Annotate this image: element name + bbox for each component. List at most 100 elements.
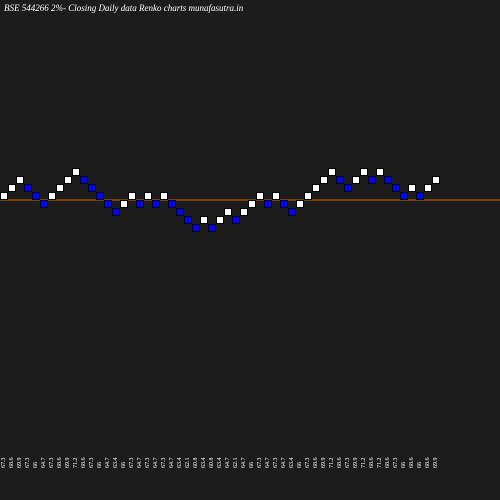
value-label: 64.7 <box>225 458 231 469</box>
value-label: 67.3 <box>345 458 351 469</box>
value-label: 63.4 <box>201 458 207 469</box>
value-label: 63.4 <box>217 458 223 469</box>
value-label: 66 <box>417 462 423 468</box>
down-brick <box>344 184 352 192</box>
value-label: 69.9 <box>353 458 359 469</box>
value-label: 66 <box>121 462 127 468</box>
down-brick <box>392 184 400 192</box>
up-brick <box>408 184 416 192</box>
down-brick <box>400 192 408 200</box>
value-label: 64.7 <box>137 458 143 469</box>
value-label: 60.8 <box>209 458 215 469</box>
up-brick <box>304 192 312 200</box>
up-brick <box>16 176 24 184</box>
up-brick <box>296 200 304 208</box>
value-label: 64.7 <box>169 458 175 469</box>
value-label: 62.1 <box>185 458 191 469</box>
value-label: 69.9 <box>321 458 327 469</box>
down-brick <box>104 200 112 208</box>
down-brick <box>336 176 344 184</box>
value-label: 67.3 <box>25 458 31 469</box>
value-label: 66 <box>33 462 39 468</box>
value-label: 67.3 <box>49 458 55 469</box>
value-label: 66 <box>297 462 303 468</box>
value-label: 64.7 <box>41 458 47 469</box>
down-brick <box>136 200 144 208</box>
down-brick <box>168 200 176 208</box>
value-label: 64.7 <box>241 458 247 469</box>
chart-title: BSE 544266 2%- Closing Daily data Renko … <box>4 3 244 13</box>
up-brick <box>328 168 336 176</box>
value-label: 62.1 <box>233 458 239 469</box>
down-brick <box>24 184 32 192</box>
value-label: 67.3 <box>305 458 311 469</box>
value-label: 68.6 <box>57 458 63 469</box>
value-label: 64.7 <box>105 458 111 469</box>
down-brick <box>288 208 296 216</box>
down-brick <box>368 176 376 184</box>
down-brick <box>176 208 184 216</box>
value-label: 67.3 <box>257 458 263 469</box>
down-brick <box>96 192 104 200</box>
value-label: 67.3 <box>273 458 279 469</box>
value-label: 66 <box>401 462 407 468</box>
value-label: 68.6 <box>369 458 375 469</box>
value-label: 63.4 <box>113 458 119 469</box>
up-brick <box>216 216 224 224</box>
value-label: 69.9 <box>65 458 71 469</box>
down-brick <box>208 224 216 232</box>
down-brick <box>112 208 120 216</box>
up-brick <box>424 184 432 192</box>
value-label: 68.6 <box>385 458 391 469</box>
value-label: 60.8 <box>193 458 199 469</box>
up-brick <box>352 176 360 184</box>
value-label: 68.6 <box>81 458 87 469</box>
value-label: 69.9 <box>433 458 439 469</box>
value-label: 67.3 <box>393 458 399 469</box>
up-brick <box>144 192 152 200</box>
value-label: 66 <box>249 462 255 468</box>
up-brick <box>360 168 368 176</box>
down-brick <box>264 200 272 208</box>
value-label: 68.6 <box>425 458 431 469</box>
value-label: 71.2 <box>377 458 383 469</box>
up-brick <box>312 184 320 192</box>
value-label: 67.3 <box>145 458 151 469</box>
value-label: 64.7 <box>265 458 271 469</box>
value-label: 64.7 <box>281 458 287 469</box>
value-label: 67.3 <box>89 458 95 469</box>
up-brick <box>320 176 328 184</box>
value-label: 68.6 <box>409 458 415 469</box>
up-brick <box>376 168 384 176</box>
up-brick <box>272 192 280 200</box>
value-label: 63.4 <box>177 458 183 469</box>
up-brick <box>72 168 80 176</box>
up-brick <box>8 184 16 192</box>
value-label: 64.7 <box>153 458 159 469</box>
up-brick <box>240 208 248 216</box>
up-brick <box>432 176 440 184</box>
up-brick <box>200 216 208 224</box>
up-brick <box>160 192 168 200</box>
up-brick <box>120 200 128 208</box>
value-label: 68.6 <box>313 458 319 469</box>
value-label: 68.6 <box>9 458 15 469</box>
value-label: 66 <box>97 462 103 468</box>
up-brick <box>256 192 264 200</box>
value-label: 71.2 <box>329 458 335 469</box>
down-brick <box>384 176 392 184</box>
value-label: 67.3 <box>161 458 167 469</box>
down-brick <box>416 192 424 200</box>
up-brick <box>64 176 72 184</box>
value-label: 71.2 <box>361 458 367 469</box>
up-brick <box>48 192 56 200</box>
up-brick <box>0 192 8 200</box>
value-label: 69.9 <box>17 458 23 469</box>
value-label: 63.4 <box>289 458 295 469</box>
down-brick <box>88 184 96 192</box>
down-brick <box>232 216 240 224</box>
down-brick <box>40 200 48 208</box>
